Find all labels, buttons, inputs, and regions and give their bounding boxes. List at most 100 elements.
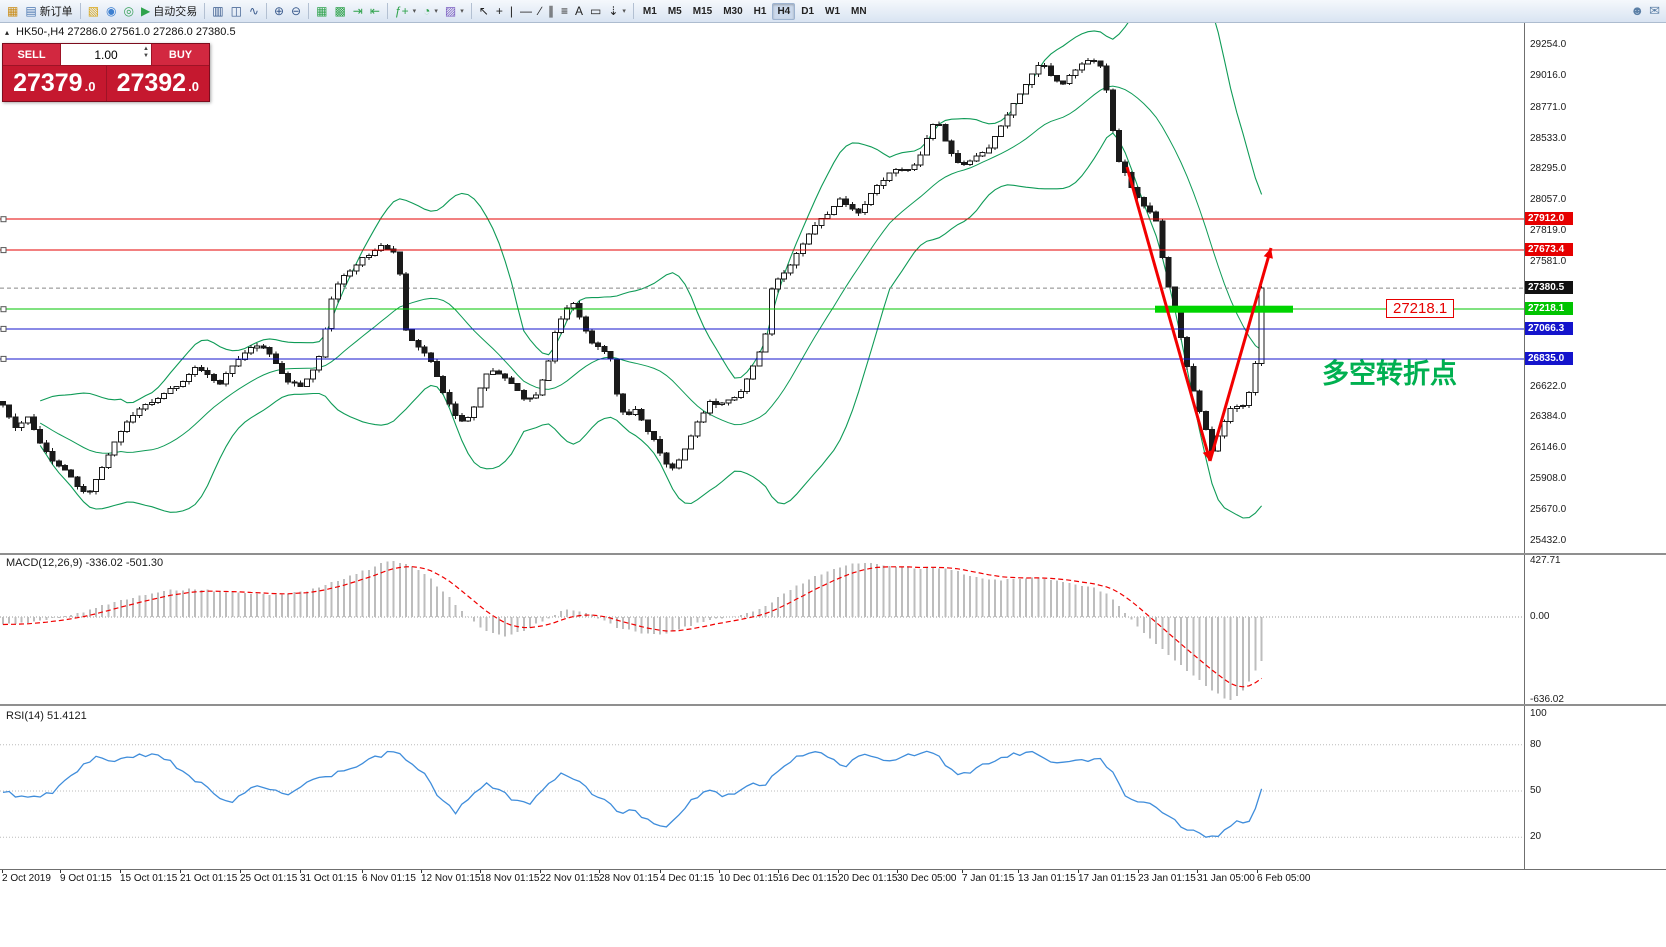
time-axis-label: 20 Dec 01:15	[838, 873, 898, 884]
price-callout[interactable]: 27218.1	[1386, 299, 1455, 318]
horizontal-line-icon[interactable]: —	[517, 2, 535, 20]
chart-macd-splitter[interactable]	[0, 553, 1666, 555]
terminal-icon[interactable]: ▦	[4, 2, 21, 20]
price-axis-label: 26384.0	[1530, 411, 1567, 422]
zoom-out-icon[interactable]: ⊖	[288, 2, 304, 20]
trendline-icon[interactable]: ∕	[536, 2, 544, 20]
arrows-icon[interactable]: ⇣ ▾	[605, 2, 629, 20]
tile-windows-icon[interactable]: ▦	[313, 2, 330, 20]
time-axis-tick	[1018, 870, 1019, 873]
time-axis-label: 6 Feb 05:00	[1257, 873, 1311, 884]
line-chart-icon[interactable]: ∿	[246, 2, 262, 20]
time-axis-label: 31 Jan 05:00	[1197, 873, 1255, 884]
timeframe-button-M15[interactable]: M15	[692, 5, 713, 17]
cursor-icon[interactable]: ↖	[476, 2, 492, 20]
spin-down-icon[interactable]: ▼	[143, 52, 149, 59]
collapse-trade-panel-icon[interactable]: ▴	[5, 27, 10, 37]
bar-chart-icon[interactable]: ▥	[209, 2, 226, 20]
macd-axis-label: 0.00	[1530, 611, 1550, 622]
price-axis-label: 25670.0	[1530, 504, 1567, 515]
price-axis-label: 29254.0	[1530, 39, 1567, 50]
zoom-in-icon-glyph: ⊕	[273, 4, 285, 18]
time-axis-tick	[60, 870, 61, 873]
price-level-badge: 27673.4	[1525, 243, 1573, 256]
macd-axis-label: 427.71	[1530, 555, 1561, 566]
macd-rsi-splitter[interactable]	[0, 704, 1666, 706]
indicators-icon-dropdown-icon[interactable]: ▾	[412, 8, 417, 15]
time-axis-label: 7 Jan 01:15	[962, 873, 1015, 884]
chart-shift-icon[interactable]: ⇤	[367, 2, 383, 20]
candlestick-chart-icon[interactable]: ◫	[228, 2, 245, 20]
sell-price[interactable]: 27379 .0	[3, 66, 106, 101]
fibonacci-icon[interactable]: ≡	[558, 2, 571, 20]
timeframe-button-M1[interactable]: M1	[642, 5, 657, 17]
new-order-button[interactable]: ▤ 新订单	[22, 2, 75, 20]
profiles-icon[interactable]: ▧	[85, 2, 102, 20]
time-axis-tick	[421, 870, 422, 873]
timeframe-button-M30[interactable]: M30	[723, 5, 743, 17]
vertical-line-icon[interactable]: |	[507, 2, 516, 20]
sell-price-frac: .0	[84, 79, 96, 94]
time-axis-label: 22 Nov 01:15	[540, 873, 600, 884]
templates-icon[interactable]: ▨ ▾	[442, 2, 467, 20]
cascade-windows-icon-glyph: ▩	[334, 4, 346, 18]
turning-point-annotation: 多空转折点	[1322, 359, 1457, 389]
time-axis-tick	[719, 870, 720, 873]
time-axis-tick	[1078, 870, 1079, 873]
time-axis-label: 30 Dec 05:00	[897, 873, 957, 884]
new-order-glyph: ▤	[25, 4, 37, 18]
channel-icon[interactable]: ∥	[545, 2, 557, 20]
rsi-label: RSI(14) 51.4121	[6, 710, 87, 722]
spin-up-icon[interactable]: ▲	[143, 46, 149, 52]
timeframe-button-H1[interactable]: H1	[753, 5, 767, 17]
timeframe-button-W1[interactable]: W1	[825, 5, 841, 17]
zoom-in-icon[interactable]: ⊕	[271, 2, 287, 20]
label-icon[interactable]: ▭	[587, 2, 604, 20]
auto-trading-glyph: ▶	[141, 4, 151, 18]
periods-icon-dropdown-icon[interactable]: ▾	[434, 8, 438, 15]
time-axis-tick	[838, 870, 839, 873]
community-icon[interactable]: ☻	[1630, 3, 1645, 18]
price-axis-border	[1524, 22, 1525, 869]
time-axis-tick	[1197, 870, 1198, 873]
crosshair-icon[interactable]: +	[493, 2, 506, 20]
time-axis-tick	[1138, 870, 1139, 873]
indicators-icon[interactable]: ƒ+ ▾	[392, 2, 419, 20]
price-axis-label: 25908.0	[1530, 473, 1567, 484]
messages-icon[interactable]: ✉	[1649, 3, 1660, 18]
time-axis-tick	[540, 870, 541, 873]
volume-input[interactable]: 1.00 ▲ ▼	[60, 44, 152, 65]
timeframe-button-M5[interactable]: M5	[667, 5, 682, 17]
buy-price-main: 27392	[116, 69, 187, 97]
timeframe-button-MN[interactable]: MN	[851, 5, 867, 17]
arrows-icon-dropdown-icon[interactable]: ▾	[622, 8, 626, 15]
price-axis-label: 29016.0	[1530, 70, 1567, 81]
buy-price[interactable]: 27392 .0	[105, 66, 210, 101]
auto-trading-button[interactable]: ▶ 自动交易	[138, 2, 200, 20]
refresh-icon[interactable]: ◎	[121, 2, 137, 20]
charts-icon[interactable]: ◉	[103, 2, 119, 20]
time-axis-tick	[778, 870, 779, 873]
text-icon[interactable]: A	[572, 2, 586, 20]
periods-icon[interactable]: ◔ ▾	[420, 2, 441, 20]
time-axis-label: 9 Oct 01:15	[60, 873, 112, 884]
auto-scroll-icon-glyph: ⇥	[352, 4, 363, 18]
cascade-windows-icon[interactable]: ▩	[331, 2, 348, 20]
price-axis-label: 25432.0	[1530, 535, 1567, 546]
auto-scroll-icon[interactable]: ⇥	[350, 2, 366, 20]
line-chart-icon-glyph: ∿	[248, 4, 259, 18]
sell-button[interactable]: SELL	[3, 44, 60, 65]
templates-icon-dropdown-icon[interactable]: ▾	[460, 8, 464, 15]
rsi-axis-label: 20	[1530, 831, 1542, 842]
volume-spinner[interactable]: ▲ ▼	[143, 46, 149, 60]
timeframe-button-D1[interactable]: D1	[801, 5, 815, 17]
timeframe-button-H4[interactable]: H4	[772, 2, 796, 20]
macd-label: MACD(12,26,9) -336.02 -501.30	[6, 557, 164, 569]
time-axis-label: 2 Oct 2019	[2, 873, 51, 884]
buy-button[interactable]: BUY	[152, 44, 209, 65]
crosshair-icon-glyph: +	[495, 4, 503, 18]
time-axis-tick	[2, 870, 3, 873]
time-axis-label: 15 Oct 01:15	[120, 873, 178, 884]
